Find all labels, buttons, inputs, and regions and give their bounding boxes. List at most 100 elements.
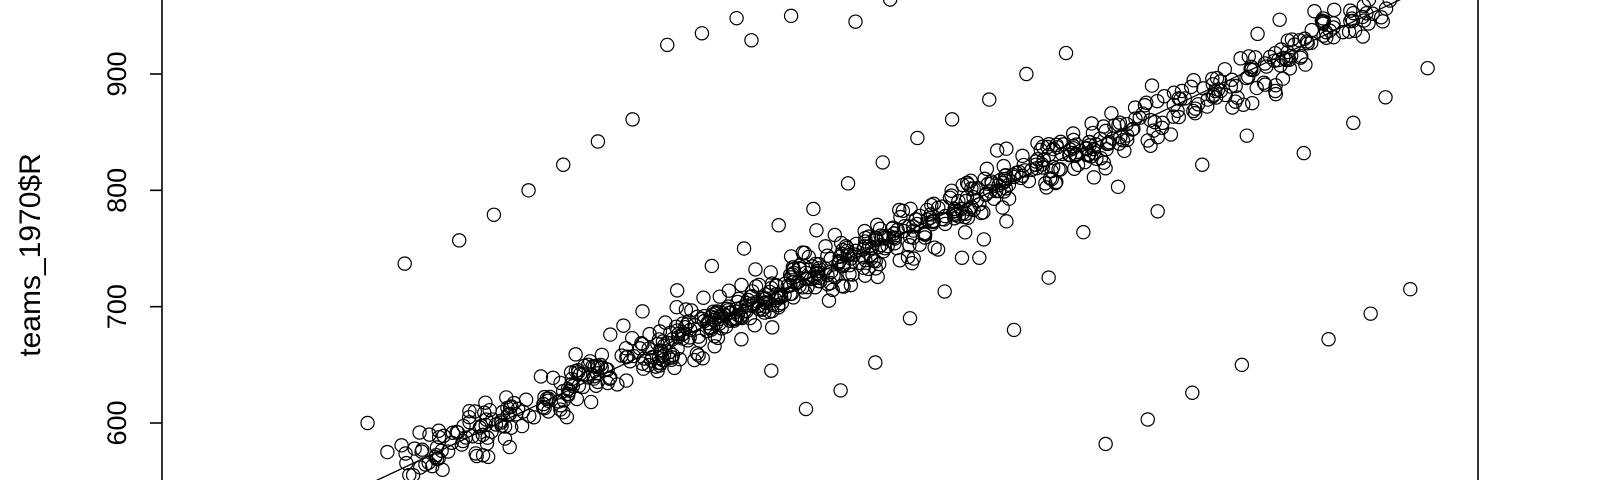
data-point <box>571 378 587 393</box>
data-point <box>669 299 684 315</box>
data-point <box>1115 133 1131 148</box>
data-point <box>499 390 514 405</box>
data-point <box>831 256 846 271</box>
data-point <box>436 428 451 444</box>
data-point <box>1065 126 1081 141</box>
data-point <box>625 112 640 127</box>
data-point <box>783 8 799 24</box>
data-point <box>678 302 694 317</box>
data-point <box>1084 116 1099 131</box>
data-point <box>843 277 859 293</box>
data-point <box>572 366 588 382</box>
data-point <box>895 203 911 219</box>
data-point <box>910 130 925 146</box>
data-point <box>924 197 939 213</box>
data-point <box>1127 100 1143 115</box>
data-point <box>979 161 995 177</box>
data-point <box>431 423 446 438</box>
data-point <box>1028 154 1044 169</box>
data-point <box>1243 61 1258 77</box>
data-point <box>944 188 959 203</box>
data-point <box>614 348 629 363</box>
data-point <box>1157 89 1172 104</box>
data-point <box>1132 110 1147 126</box>
data-point <box>827 227 843 243</box>
data-point <box>397 256 412 271</box>
data-point <box>687 352 702 368</box>
data-point <box>937 284 952 299</box>
data-point <box>1307 4 1322 19</box>
data-point <box>1250 26 1265 42</box>
data-point <box>992 173 1008 188</box>
data-point <box>798 401 814 417</box>
data-point <box>977 171 992 187</box>
data-point <box>1120 132 1135 148</box>
data-point <box>1346 115 1361 131</box>
data-point <box>568 347 583 362</box>
data-point <box>669 283 685 298</box>
data-point <box>838 239 854 254</box>
data-point <box>875 155 890 170</box>
data-point <box>923 207 938 222</box>
data-point <box>882 0 898 7</box>
data-point <box>976 205 991 220</box>
data-point <box>1378 90 1393 105</box>
data-point <box>1150 204 1165 219</box>
data-point <box>1343 3 1358 18</box>
data-point <box>1140 412 1155 427</box>
data-point <box>976 232 992 247</box>
data-point <box>425 458 440 474</box>
data-point <box>1058 45 1074 61</box>
data-point <box>809 223 824 238</box>
data-point <box>495 404 510 420</box>
data-point <box>618 341 634 356</box>
data-point <box>1343 13 1358 29</box>
data-point <box>764 276 780 291</box>
data-point <box>704 258 720 274</box>
data-point <box>889 240 904 256</box>
data-point <box>394 438 409 453</box>
data-point <box>452 233 467 248</box>
data-point <box>1086 170 1102 185</box>
data-point <box>652 324 668 339</box>
data-point <box>1190 97 1206 112</box>
data-point <box>1006 322 1022 338</box>
data-point <box>873 228 888 243</box>
plot-frame <box>161 0 1479 485</box>
data-point <box>884 221 900 236</box>
data-point <box>857 239 872 254</box>
data-point <box>1249 80 1264 96</box>
data-point <box>840 176 856 191</box>
data-point <box>944 112 960 127</box>
data-point <box>811 261 827 276</box>
data-point <box>1128 111 1143 126</box>
data-point <box>1183 79 1199 95</box>
data-point <box>586 371 602 386</box>
data-point <box>734 332 749 347</box>
data-point <box>1040 139 1055 155</box>
data-point <box>1234 357 1250 373</box>
data-point <box>858 234 873 249</box>
data-point <box>961 177 976 192</box>
data-point <box>556 157 571 172</box>
data-point <box>515 404 531 419</box>
data-point <box>1188 101 1203 116</box>
data-point <box>469 448 484 464</box>
data-point <box>1053 162 1068 177</box>
data-point <box>1186 73 1201 88</box>
y-tick-label: 600 <box>102 400 132 445</box>
data-point <box>745 284 760 299</box>
data-point <box>1185 385 1200 400</box>
y-axis-title: teams_1970$R <box>14 153 47 356</box>
data-point <box>1296 145 1311 161</box>
data-point <box>1228 78 1243 94</box>
data-point <box>868 355 883 370</box>
data-point <box>1403 282 1418 297</box>
data-point <box>954 250 970 266</box>
data-point <box>422 427 437 442</box>
data-point <box>902 311 918 326</box>
data-point <box>712 289 727 304</box>
data-point <box>1195 157 1210 172</box>
data-points <box>360 0 1435 483</box>
